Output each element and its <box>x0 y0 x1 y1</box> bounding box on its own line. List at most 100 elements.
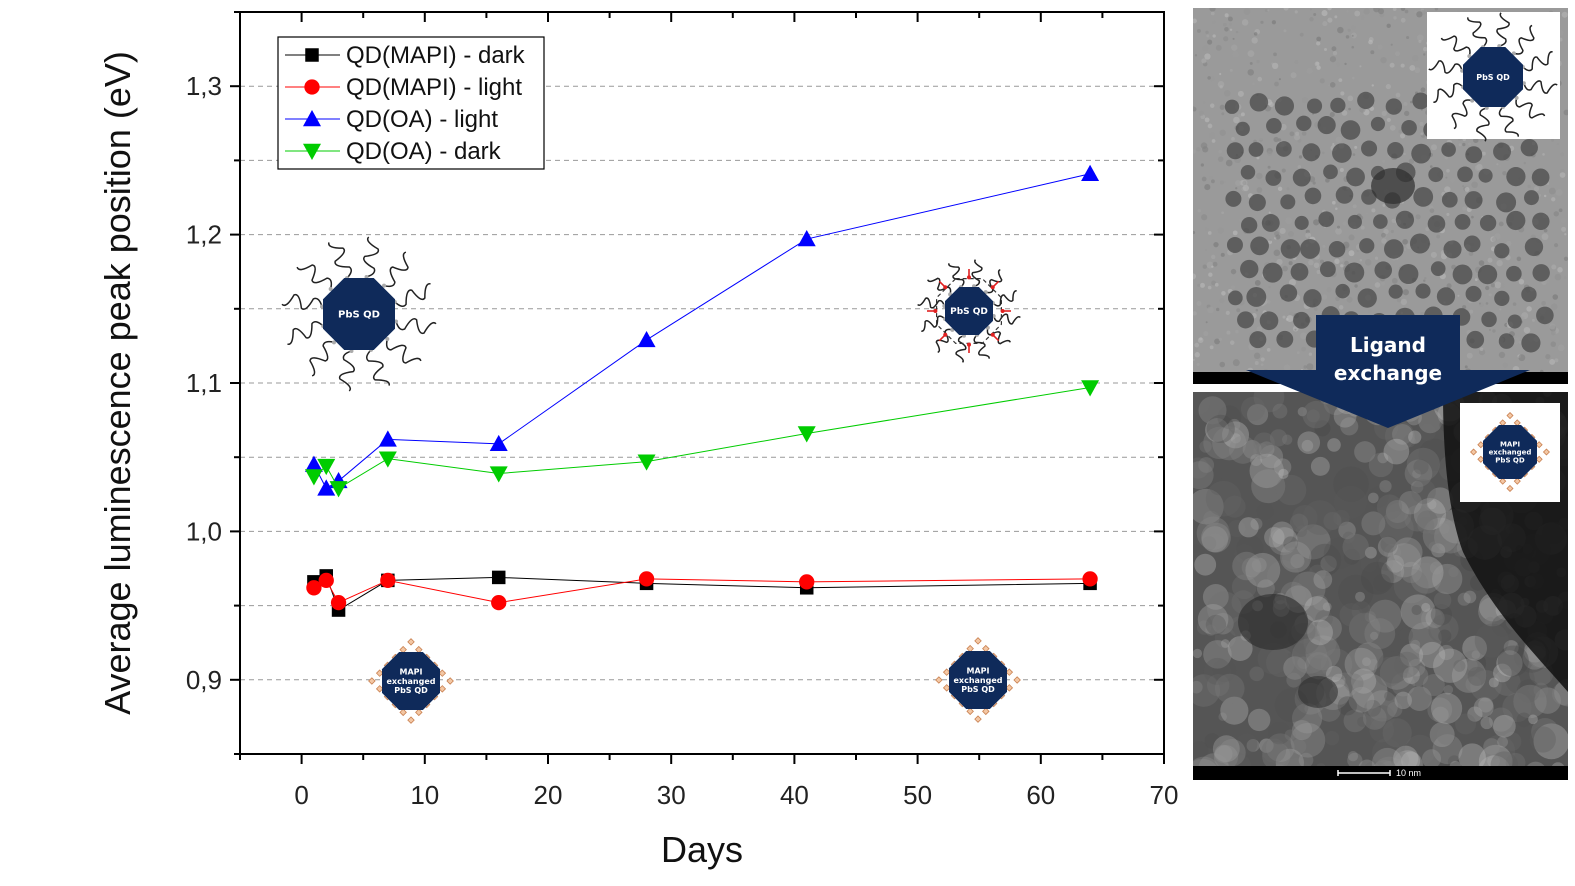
tem-noise <box>1551 682 1568 706</box>
tem-noise <box>1398 129 1403 134</box>
compression-arrow-head <box>943 332 948 337</box>
tem-nanocrystal <box>1452 264 1473 285</box>
tem-noise <box>1399 643 1424 667</box>
tem-noise <box>1253 443 1270 460</box>
tem-nanocrystal <box>1401 119 1417 136</box>
tem-nanocrystal <box>1296 115 1312 132</box>
tem-noise <box>1348 686 1375 713</box>
tem-noise <box>1423 279 1426 282</box>
tem-noise <box>1346 296 1353 303</box>
tem-noise <box>1266 348 1271 352</box>
tem-noise <box>1527 69 1532 75</box>
tem-noise <box>1460 650 1487 677</box>
tem-noise <box>1545 353 1551 360</box>
tem-noise <box>1315 610 1333 628</box>
tem-noise <box>1228 519 1246 538</box>
tem-noise <box>1558 208 1563 213</box>
tem-noise <box>1205 480 1242 517</box>
tem-noise <box>1195 621 1227 653</box>
tem-noise <box>1201 44 1209 52</box>
tem-noise <box>1381 110 1387 117</box>
tem-noise <box>1193 544 1201 553</box>
tem-noise <box>1359 258 1363 262</box>
tem-noise <box>1412 328 1415 331</box>
tem-noise <box>1314 61 1320 67</box>
tem-noise <box>1406 665 1429 687</box>
tem-noise <box>1431 692 1463 724</box>
tem-noise <box>1432 734 1463 765</box>
tem-noise <box>1214 338 1220 345</box>
tem-nanocrystal <box>1335 186 1354 204</box>
tem-noise <box>1558 37 1563 42</box>
data-point <box>489 434 508 452</box>
tem-noise <box>1419 121 1424 127</box>
tem-noise <box>1204 117 1210 123</box>
tem-noise <box>1323 537 1356 569</box>
tem-noise <box>1367 486 1389 508</box>
tem-noise <box>1286 672 1302 688</box>
tem-noise <box>1381 559 1405 583</box>
tem-noise <box>1352 204 1357 209</box>
tem-noise <box>1523 326 1531 334</box>
tem-noise <box>1493 668 1521 696</box>
tem-noise <box>1338 78 1343 83</box>
tem-noise <box>1481 78 1489 86</box>
tem-cluster <box>1371 168 1415 204</box>
tem-nanocrystal <box>1359 238 1375 254</box>
tem-noise <box>1443 61 1449 66</box>
tem-nanocrystal <box>1279 284 1298 302</box>
tem-noise <box>1436 234 1441 239</box>
tem-noise <box>1409 64 1416 71</box>
tem-noise <box>1269 238 1272 242</box>
tem-noise <box>1374 282 1381 288</box>
tem-noise <box>1199 440 1212 453</box>
tem-nanocrystal <box>1361 189 1377 205</box>
x-tick-label: 60 <box>1026 780 1055 810</box>
tem-noise <box>1252 82 1255 86</box>
tem-noise <box>1294 10 1298 14</box>
tem-noise <box>1446 169 1450 173</box>
tem-noise <box>1234 544 1255 564</box>
tem-noise <box>1204 248 1208 252</box>
tem-noise <box>1483 738 1500 755</box>
tem-nanocrystal <box>1520 139 1538 157</box>
tem-noise <box>1420 312 1425 316</box>
tem-noise <box>1196 301 1202 307</box>
tem-noise <box>1265 733 1295 762</box>
tem-noise <box>1254 361 1259 365</box>
tem-noise <box>1256 172 1263 180</box>
tem-noise <box>1321 10 1328 17</box>
tem-noise <box>1462 112 1466 116</box>
tem-noise <box>1277 186 1283 192</box>
tem-noise <box>1561 226 1567 232</box>
tem-noise <box>1351 601 1372 621</box>
tem-noise <box>1232 230 1238 236</box>
ligand-anchor <box>382 283 387 288</box>
tem-nanocrystal <box>1226 236 1243 253</box>
tem-noise <box>1549 359 1556 365</box>
tem-noise <box>1352 153 1356 156</box>
ligand-chain <box>917 297 946 309</box>
tem-nanocrystal <box>1319 261 1336 278</box>
tem-noise <box>1391 672 1415 697</box>
tem-noise <box>1469 113 1475 120</box>
tem-noise <box>1228 418 1241 431</box>
tem-noise <box>1347 28 1351 32</box>
tem-noise <box>1201 214 1208 221</box>
tem-noise <box>1437 40 1441 44</box>
tem-noise <box>1193 358 1195 362</box>
ligand-chain <box>985 269 1003 294</box>
tem-noise <box>1497 39 1504 46</box>
tem-noise <box>1214 282 1219 287</box>
tem-noise <box>1283 364 1291 371</box>
tem-noise <box>1193 674 1221 707</box>
mapi-ligand-diamond <box>415 708 423 717</box>
tem-noise <box>1291 738 1307 755</box>
tem-noise <box>1193 680 1203 694</box>
tem-noise <box>1368 452 1394 478</box>
tem-noise <box>1542 153 1545 156</box>
tem-noise <box>1225 310 1230 315</box>
tem-noise <box>1325 330 1332 337</box>
tem-noise <box>1334 258 1340 265</box>
tem-noise <box>1235 180 1241 187</box>
